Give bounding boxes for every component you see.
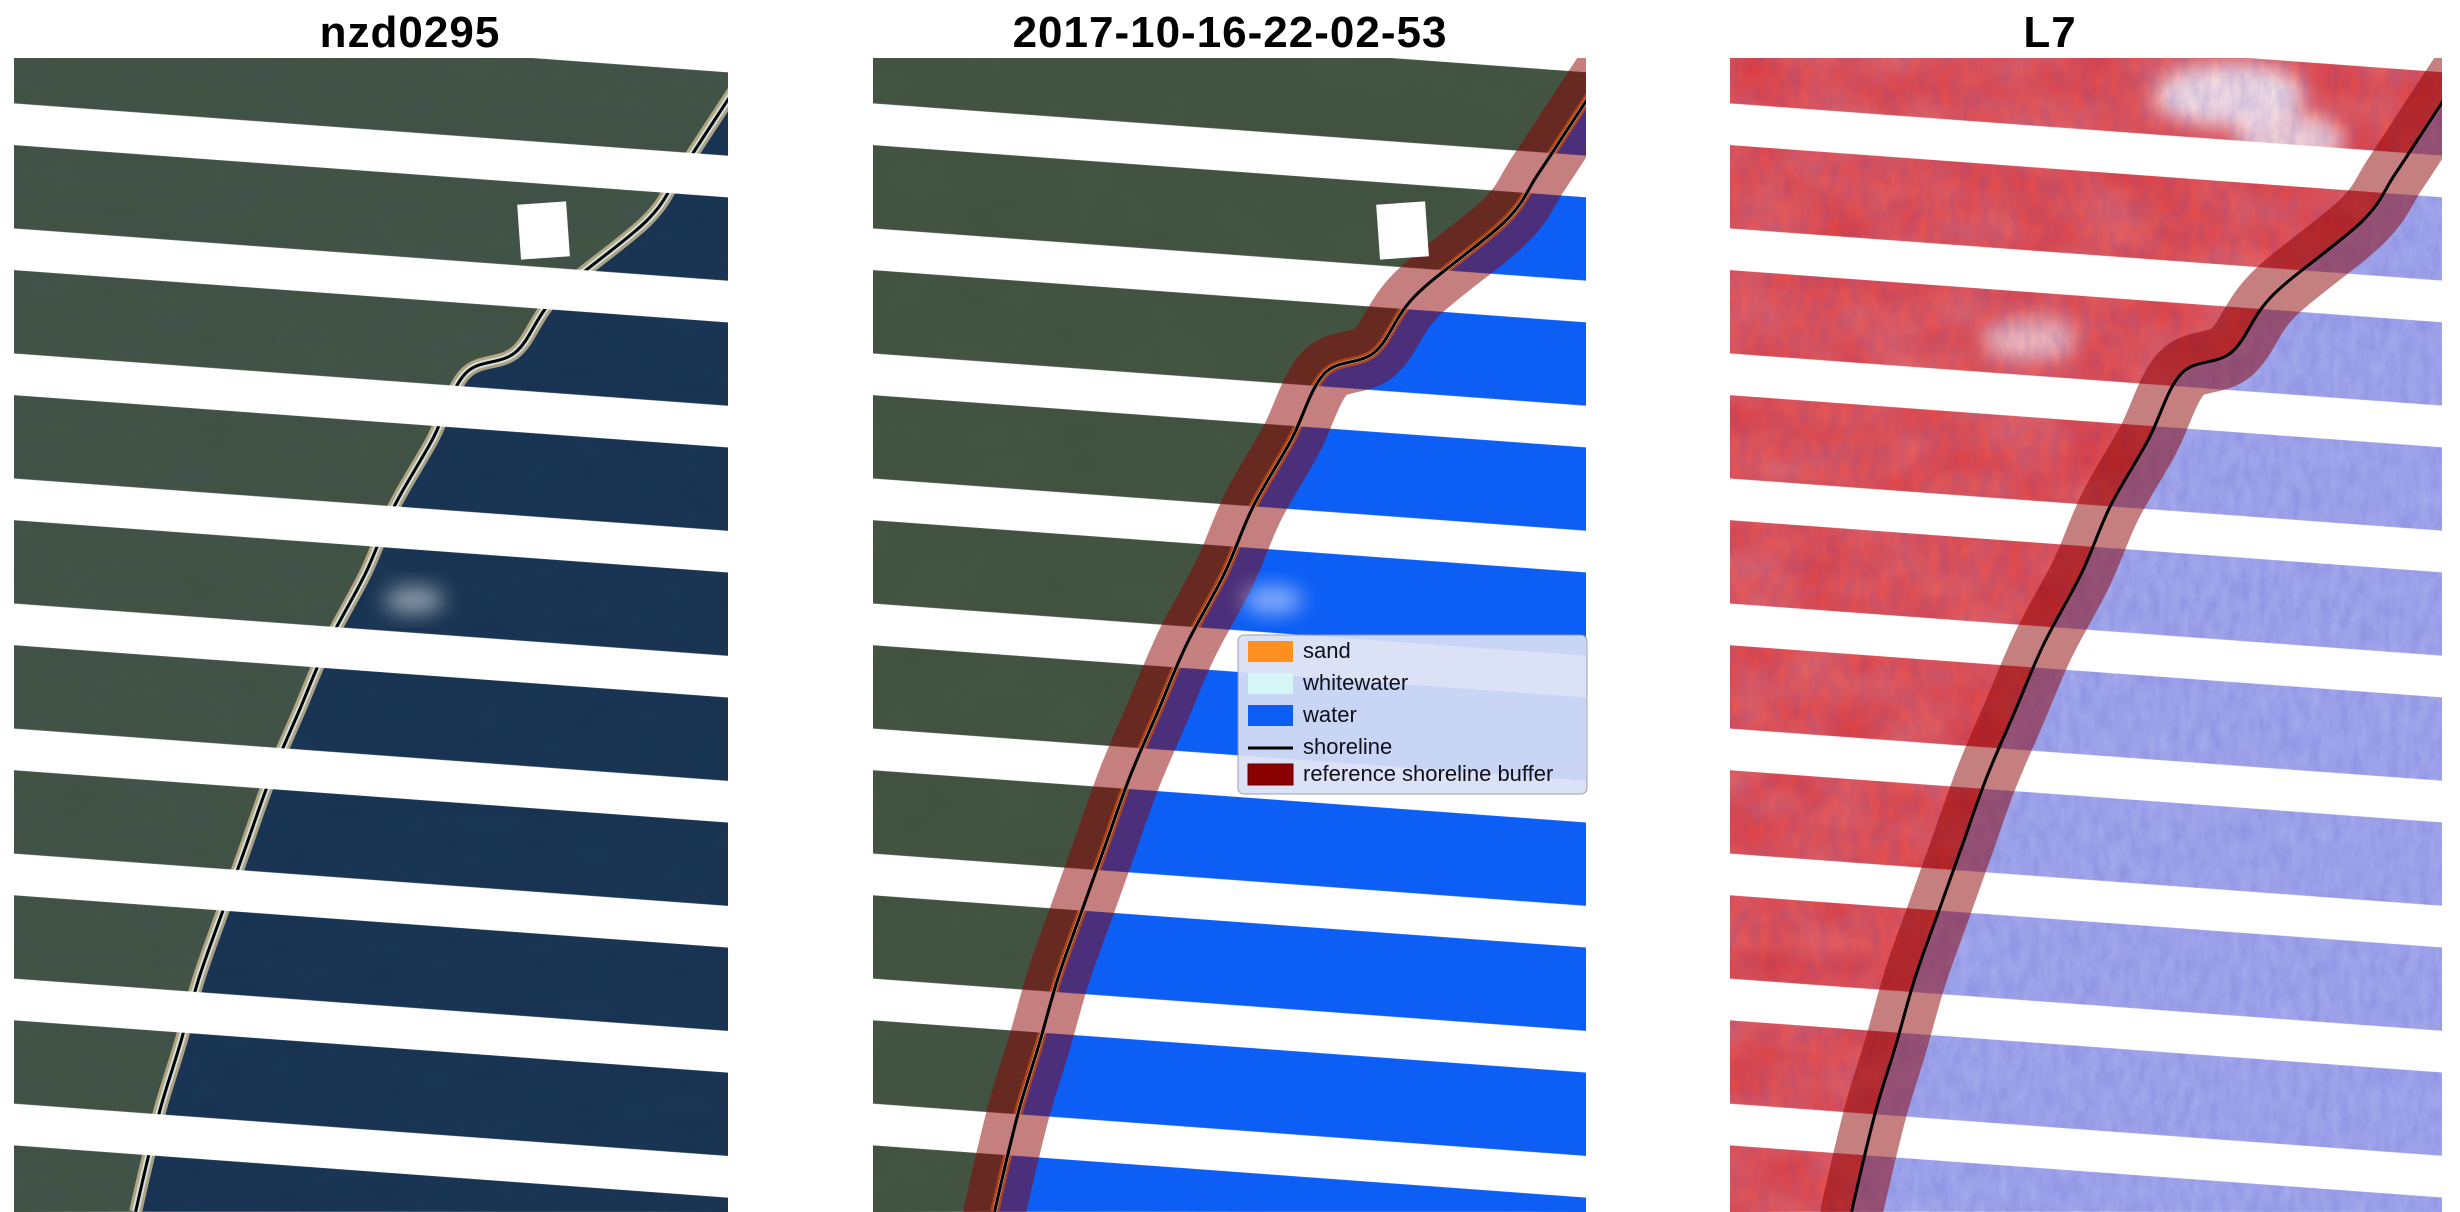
svg-text:reference shoreline buffer: reference shoreline buffer bbox=[1303, 761, 1553, 786]
svg-text:whitewater: whitewater bbox=[1302, 670, 1408, 695]
svg-text:sand: sand bbox=[1303, 638, 1351, 663]
svg-text:shoreline: shoreline bbox=[1303, 734, 1392, 759]
svg-text:water: water bbox=[1302, 702, 1357, 727]
